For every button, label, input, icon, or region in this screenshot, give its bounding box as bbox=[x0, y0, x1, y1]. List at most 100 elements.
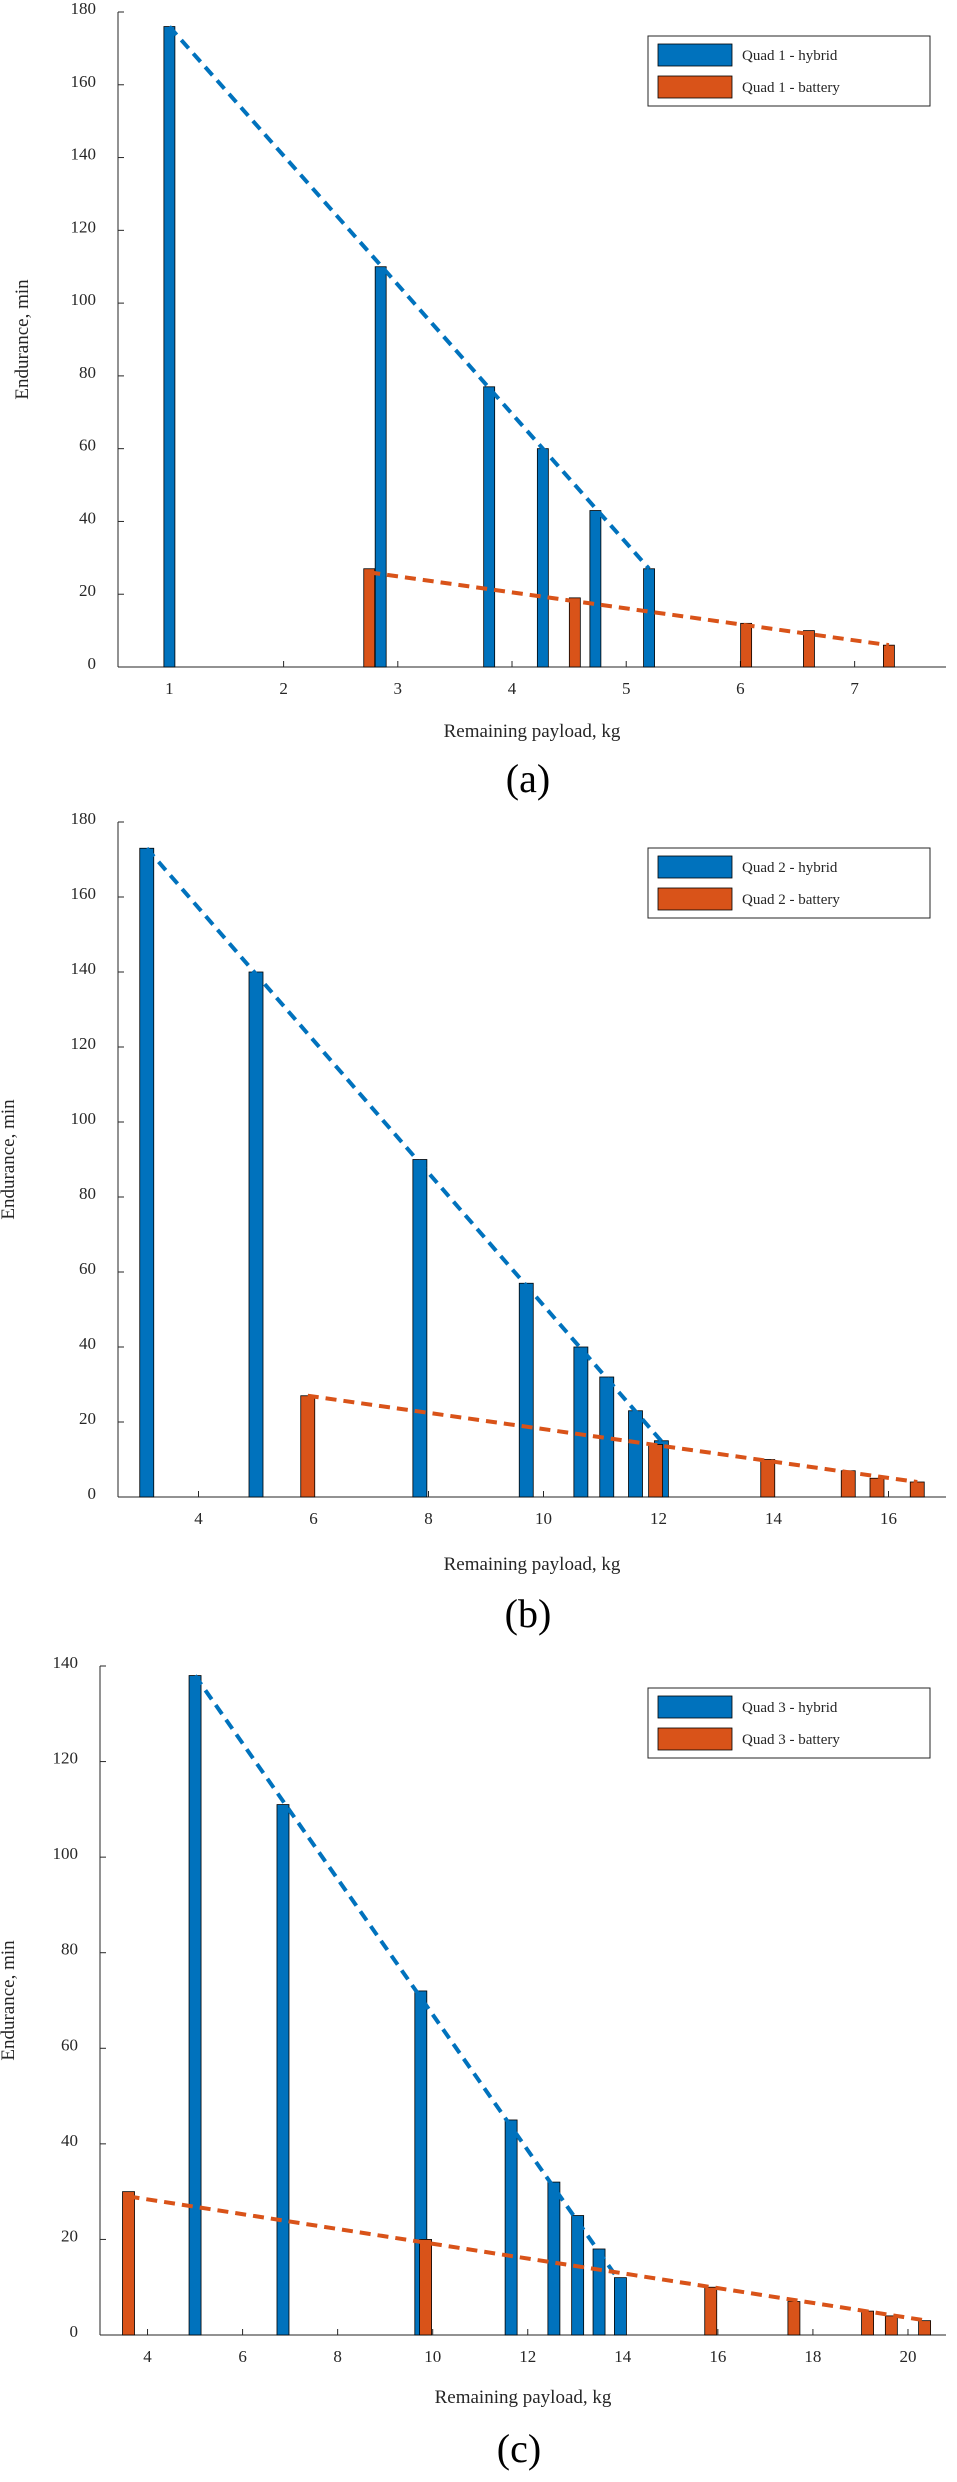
x-tick-label: 16 bbox=[880, 1509, 897, 1528]
battery-bar bbox=[861, 2310, 874, 2336]
legend-swatch bbox=[657, 75, 733, 99]
legend-label: Quad 2 - battery bbox=[742, 892, 840, 908]
x-tick-label: 10 bbox=[424, 2347, 441, 2366]
hybrid-trendline bbox=[145, 846, 666, 1446]
battery-bar bbox=[300, 1395, 316, 1498]
x-tick-label: 2 bbox=[279, 679, 288, 698]
chart-panel-a: 0 20 40 60 80 100 120 140 160 180 1 2 3 4 5 6 7 Remaining… bbox=[12, 0, 946, 801]
y-tick-label: 80 bbox=[79, 1184, 96, 1203]
y-tick-label: 0 bbox=[88, 654, 97, 673]
chart-panel-c: 0 20 40 60 80 100 120 140 4 6 8 10 12 14 16 18 20 Remaini… bbox=[0, 1653, 946, 2471]
legend: Quad 2 - hybrid Quad 2 - battery bbox=[647, 847, 931, 919]
y-tick-label: 140 bbox=[53, 1653, 79, 1672]
legend-swatch bbox=[657, 1727, 733, 1751]
hybrid-bar bbox=[536, 448, 549, 668]
x-tick-label: 4 bbox=[194, 1509, 203, 1528]
y-tick-label: 80 bbox=[61, 1940, 78, 1959]
legend: Quad 1 - hybrid Quad 1 - battery bbox=[647, 35, 931, 107]
hybrid-bar bbox=[163, 26, 176, 668]
y-tick-label: 60 bbox=[79, 1259, 96, 1278]
y-tick-label: 140 bbox=[71, 145, 97, 164]
x-tick-label: 4 bbox=[508, 679, 517, 698]
y-tick-label: 120 bbox=[71, 1034, 97, 1053]
y-tick-label: 100 bbox=[71, 290, 97, 309]
x-tick-label: 12 bbox=[650, 1509, 667, 1528]
hybrid-bar bbox=[374, 266, 387, 668]
x-tick-label: 1 bbox=[165, 679, 174, 698]
x-tick-label: 14 bbox=[614, 2347, 632, 2366]
y-axis-label: Endurance, min bbox=[0, 1099, 19, 1220]
hybrid-bar bbox=[504, 2119, 518, 2336]
legend-swatch bbox=[657, 1695, 733, 1719]
y-tick-label: 40 bbox=[61, 2131, 78, 2150]
y-tick-label: 120 bbox=[71, 217, 97, 236]
chart-panel-b: 0 20 40 60 80 100 120 140 160 180 4 6 8 10 12 14 16 Remai… bbox=[0, 809, 946, 1636]
y-tick-label: 60 bbox=[79, 436, 96, 455]
hybrid-bar bbox=[592, 2248, 606, 2336]
x-tick-label: 10 bbox=[535, 1509, 552, 1528]
y-tick-label: 80 bbox=[79, 363, 96, 382]
y-tick-label: 160 bbox=[71, 884, 97, 903]
panel-caption: (a) bbox=[506, 756, 550, 801]
hybrid-trendline bbox=[193, 1674, 623, 2284]
battery-bar bbox=[740, 622, 753, 668]
hybrid-bar bbox=[614, 2277, 627, 2336]
x-tick-label: 12 bbox=[519, 2347, 536, 2366]
battery-bar bbox=[760, 1459, 776, 1498]
battery-bar bbox=[882, 644, 895, 668]
x-tick-label: 8 bbox=[333, 2347, 342, 2366]
x-tick-label: 6 bbox=[309, 1509, 318, 1528]
hybrid-bar bbox=[276, 1804, 290, 2336]
x-tick-label: 16 bbox=[709, 2347, 726, 2366]
battery-bar bbox=[840, 1470, 856, 1498]
battery-bar bbox=[419, 2239, 432, 2336]
y-axis-label: Endurance, min bbox=[0, 1940, 19, 2061]
battery-bar bbox=[122, 2191, 135, 2336]
y-tick-label: 0 bbox=[70, 2322, 79, 2341]
y-tick-label: 100 bbox=[53, 1844, 79, 1863]
x-tick-label: 7 bbox=[850, 679, 859, 698]
x-axis-label: Remaining payload, kg bbox=[444, 1554, 621, 1575]
battery-trendline bbox=[368, 570, 890, 648]
y-tick-label: 160 bbox=[71, 72, 97, 91]
battery-bar bbox=[363, 568, 376, 668]
y-tick-label: 180 bbox=[71, 809, 97, 828]
hybrid-bar bbox=[412, 1159, 428, 1498]
x-tick-label: 3 bbox=[394, 679, 403, 698]
y-tick-label: 40 bbox=[79, 1334, 96, 1353]
y-tick-label: 120 bbox=[53, 1749, 79, 1768]
y-tick-label: 100 bbox=[71, 1109, 97, 1128]
y-tick-label: 20 bbox=[79, 1409, 96, 1428]
battery-bar bbox=[568, 597, 581, 668]
legend-swatch bbox=[657, 855, 733, 879]
x-axis-label: Remaining payload, kg bbox=[444, 721, 621, 742]
hybrid-bar bbox=[248, 971, 264, 1498]
y-tick-label: 140 bbox=[71, 959, 97, 978]
x-tick-label: 6 bbox=[238, 2347, 247, 2366]
battery-bar bbox=[787, 2301, 801, 2336]
x-tick-label: 6 bbox=[736, 679, 745, 698]
legend-label: Quad 1 - hybrid bbox=[742, 48, 838, 64]
hybrid-trendline bbox=[167, 25, 651, 571]
legend-label: Quad 2 - hybrid bbox=[742, 860, 838, 876]
y-tick-label: 20 bbox=[79, 581, 96, 600]
y-axis-label: Endurance, min bbox=[12, 279, 33, 400]
y-tick-label: 180 bbox=[71, 0, 97, 18]
x-tick-label: 8 bbox=[424, 1509, 433, 1528]
battery-trendline bbox=[307, 1393, 918, 1484]
y-tick-label: 20 bbox=[61, 2226, 78, 2245]
battery-trendline bbox=[128, 2194, 928, 2323]
hybrid-bar bbox=[518, 1282, 534, 1498]
panel-caption: (c) bbox=[497, 2426, 541, 2471]
battery-bar bbox=[909, 1481, 925, 1498]
x-tick-label: 18 bbox=[804, 2347, 821, 2366]
hybrid-bar bbox=[188, 1675, 202, 2336]
hybrid-bar bbox=[628, 1410, 643, 1498]
legend-label: Quad 3 - battery bbox=[742, 1732, 840, 1748]
x-tick-label: 14 bbox=[765, 1509, 783, 1528]
battery-bar bbox=[648, 1444, 664, 1498]
hybrid-bar bbox=[547, 2181, 561, 2336]
y-tick-label: 0 bbox=[88, 1484, 97, 1503]
y-tick-label: 40 bbox=[79, 508, 96, 527]
